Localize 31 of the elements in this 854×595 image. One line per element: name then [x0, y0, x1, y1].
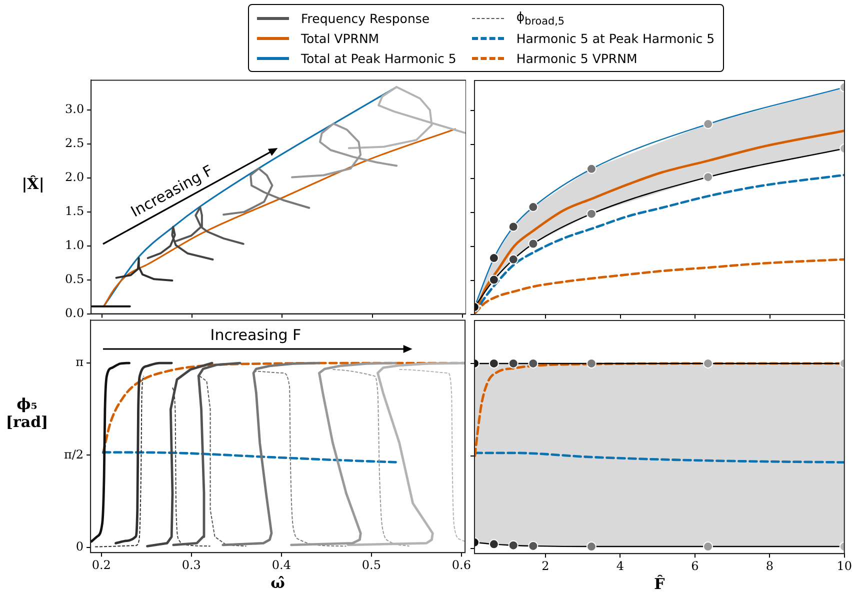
y-axis-title: ϕ₅ [rad]	[4, 394, 50, 431]
x-axis-title: ω̂	[270, 574, 286, 592]
y-axis-title: |X̂|	[20, 174, 46, 193]
y-tick-label: π/2	[64, 447, 84, 462]
x-tick-label: 0.5	[362, 558, 382, 572]
x-tick-label: 0.4	[272, 558, 292, 572]
y-tick-label: 1.5	[64, 204, 84, 218]
y-tick-label: 0.5	[64, 272, 84, 286]
x-tick-label: 6	[690, 558, 699, 572]
legend-label: Frequency Response	[301, 10, 430, 26]
y-tick-label: 2.0	[64, 170, 84, 184]
x-tick-label: 2	[541, 558, 550, 572]
legend-label: ϕ$_{broad,5}$	[516, 8, 565, 28]
x-tick-label: 0.3	[182, 558, 202, 572]
x-tick-label: 10	[836, 558, 852, 572]
y-tick-label: 3.0	[64, 102, 84, 116]
x-axis-title: F̂	[654, 574, 665, 592]
annotation: Increasing F	[210, 326, 302, 344]
x-tick-label: 0.6	[452, 558, 472, 572]
legend-label: Total VPRNM	[301, 30, 380, 46]
x-tick-label: 4	[616, 558, 624, 572]
y-tick-label: 0.0	[64, 306, 84, 320]
legend-label: Harmonic 5 VPRNM	[516, 50, 638, 66]
x-tick-label: 0.2	[92, 558, 112, 572]
legend-label: Harmonic 5 at Peak Harmonic 5	[516, 30, 715, 46]
legend-label: Total at Peak Harmonic 5	[301, 50, 456, 66]
y-tick-label: 2.5	[64, 136, 84, 150]
y-tick-label: π	[76, 354, 84, 369]
y-tick-label: 0	[76, 539, 84, 554]
y-tick-label: 1.0	[64, 238, 84, 252]
x-tick-label: 8	[766, 558, 774, 572]
